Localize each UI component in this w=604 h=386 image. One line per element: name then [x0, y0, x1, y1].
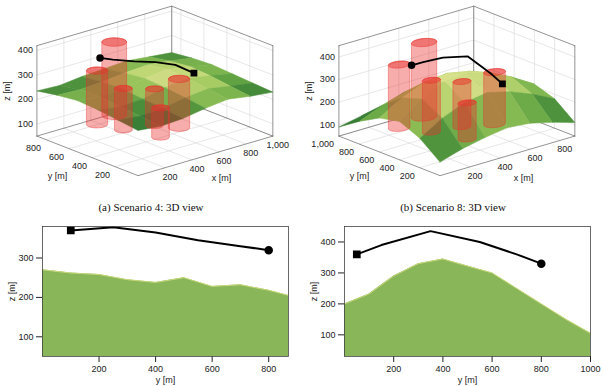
- svg-text:300: 300: [320, 74, 335, 84]
- svg-text:400: 400: [72, 161, 87, 171]
- svg-text:200: 200: [320, 97, 335, 107]
- svg-text:400: 400: [320, 52, 335, 62]
- svg-text:200: 200: [320, 299, 335, 309]
- svg-text:600: 600: [359, 155, 374, 165]
- html-text:(a) Scenario 4: 3D view: (a) Scenario 4: 3D view: [98, 201, 204, 213]
- svg-text:600: 600: [216, 156, 231, 166]
- svg-text:200: 200: [162, 172, 177, 182]
- svg-text:800: 800: [339, 147, 354, 157]
- svg-text:600: 600: [49, 152, 64, 162]
- svg-text:400: 400: [380, 163, 395, 173]
- svg-text:400: 400: [18, 45, 33, 55]
- svg-text:200: 200: [386, 364, 401, 374]
- svg-text:600: 600: [205, 364, 220, 374]
- svg-text:800: 800: [26, 143, 41, 153]
- svg-text:1,000: 1,000: [267, 140, 290, 150]
- svg-text:100: 100: [320, 120, 335, 130]
- svg-text:1000: 1000: [580, 364, 600, 374]
- svg-text:100: 100: [320, 330, 335, 340]
- svg-text:200: 200: [18, 94, 33, 104]
- svg-text:600: 600: [527, 153, 542, 163]
- svg-text:100: 100: [18, 332, 33, 342]
- svg-text:300: 300: [18, 253, 33, 263]
- svg-text:200: 200: [467, 171, 482, 181]
- svg-text:200: 200: [400, 171, 415, 181]
- svg-text:y [m]: y [m]: [458, 375, 478, 385]
- svg-text:200: 200: [92, 364, 107, 374]
- svg-text:800: 800: [557, 144, 572, 154]
- svg-text:y [m]: y [m]: [48, 171, 68, 181]
- svg-text:100: 100: [18, 119, 33, 129]
- svg-text:400: 400: [189, 164, 204, 174]
- svg-text:800: 800: [261, 364, 276, 374]
- svg-text:200: 200: [95, 170, 110, 180]
- svg-text:600: 600: [485, 364, 500, 374]
- svg-text:z [m]: z [m]: [7, 282, 17, 302]
- svg-text:400: 400: [435, 364, 450, 374]
- svg-text:300: 300: [320, 268, 335, 278]
- svg-text:400: 400: [497, 162, 512, 172]
- svg-text:z [m]: z [m]: [2, 81, 12, 101]
- svg-text:y [m]: y [m]: [156, 375, 176, 385]
- svg-text:400: 400: [148, 364, 163, 374]
- svg-text:800: 800: [243, 148, 258, 158]
- svg-text:z [m]: z [m]: [309, 282, 319, 302]
- svg-text:y [m]: y [m]: [350, 171, 370, 181]
- svg-text:x [m]: x [m]: [514, 173, 534, 183]
- svg-text:800: 800: [534, 364, 549, 374]
- html-text:(b) Scenario 8: 3D view: (b) Scenario 8: 3D view: [400, 201, 506, 213]
- svg-text:z [m]: z [m]: [304, 81, 314, 101]
- svg-text:1,000: 1,000: [311, 139, 334, 149]
- svg-text:200: 200: [18, 292, 33, 302]
- svg-text:400: 400: [320, 237, 335, 247]
- svg-text:x [m]: x [m]: [212, 173, 232, 183]
- svg-text:300: 300: [18, 70, 33, 80]
